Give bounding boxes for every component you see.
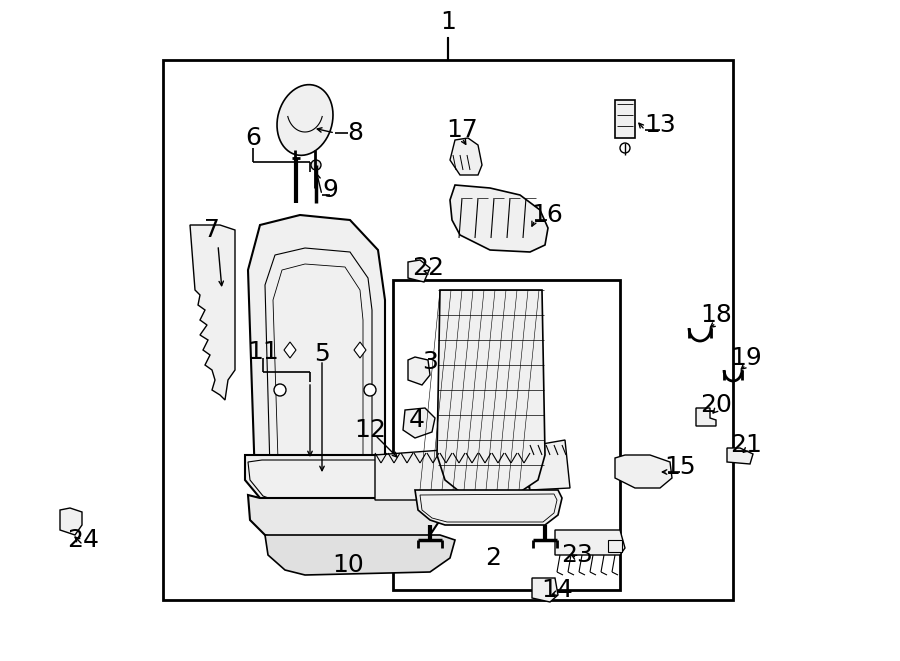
Circle shape: [620, 143, 630, 153]
Text: 6: 6: [245, 126, 261, 150]
Polygon shape: [408, 357, 430, 385]
Polygon shape: [354, 342, 366, 358]
Circle shape: [364, 384, 376, 396]
Text: 21: 21: [730, 433, 762, 457]
Text: 10: 10: [332, 553, 364, 577]
Text: 22: 22: [412, 256, 444, 280]
Text: 17: 17: [446, 118, 478, 142]
Text: 5: 5: [314, 342, 330, 366]
Polygon shape: [415, 490, 562, 525]
Text: 15: 15: [664, 455, 696, 479]
Polygon shape: [408, 260, 430, 282]
Text: 13: 13: [644, 113, 676, 137]
Circle shape: [311, 160, 321, 170]
Polygon shape: [190, 225, 235, 400]
Polygon shape: [608, 540, 622, 552]
Polygon shape: [525, 440, 570, 490]
Polygon shape: [393, 280, 620, 590]
Polygon shape: [555, 530, 625, 555]
Polygon shape: [532, 578, 558, 602]
Text: 9: 9: [322, 178, 338, 202]
Polygon shape: [163, 60, 733, 600]
Polygon shape: [248, 490, 440, 545]
Text: 23: 23: [561, 543, 593, 567]
Polygon shape: [615, 100, 635, 138]
Polygon shape: [437, 290, 545, 492]
Polygon shape: [450, 185, 548, 252]
Polygon shape: [403, 408, 435, 438]
Text: 2: 2: [485, 546, 501, 570]
Polygon shape: [60, 508, 82, 535]
Text: 14: 14: [541, 578, 573, 602]
Text: 3: 3: [422, 350, 438, 374]
Polygon shape: [615, 455, 672, 488]
Text: 4: 4: [409, 408, 425, 432]
Text: 8: 8: [347, 121, 363, 145]
Polygon shape: [727, 448, 753, 464]
Text: 7: 7: [204, 218, 220, 242]
Polygon shape: [450, 138, 482, 175]
Text: 12: 12: [354, 418, 386, 442]
Text: 1: 1: [440, 10, 456, 34]
Polygon shape: [277, 85, 333, 155]
Text: 16: 16: [531, 203, 562, 227]
Polygon shape: [245, 455, 408, 510]
Polygon shape: [284, 342, 296, 358]
Polygon shape: [265, 535, 455, 575]
Polygon shape: [375, 445, 530, 500]
Polygon shape: [248, 215, 385, 480]
Text: 24: 24: [67, 528, 99, 552]
Text: 19: 19: [730, 346, 762, 370]
Circle shape: [274, 384, 286, 396]
Text: 11: 11: [248, 340, 279, 364]
Text: 20: 20: [700, 393, 732, 417]
Polygon shape: [696, 408, 716, 426]
Text: 18: 18: [700, 303, 732, 327]
